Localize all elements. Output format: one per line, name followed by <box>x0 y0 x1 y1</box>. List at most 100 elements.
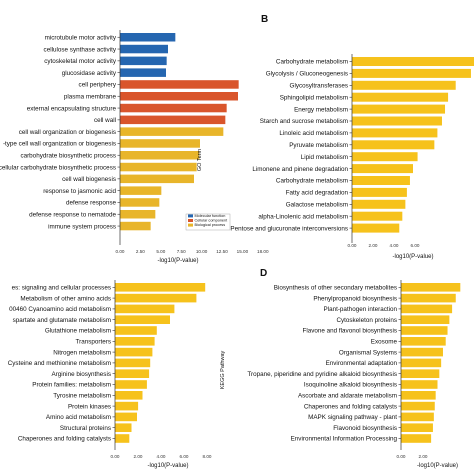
category-label: defense response to nematode <box>29 211 116 218</box>
category-label: carbohydrate biosynthetic process <box>20 152 116 159</box>
x-tick-label: 18.00 <box>257 249 269 254</box>
bar <box>352 68 471 78</box>
category-label: Metabolism of other amino acids <box>20 295 111 302</box>
x-tick-label: 2.00 <box>369 243 378 248</box>
bar <box>120 115 226 125</box>
legend-swatch <box>188 219 193 222</box>
bar <box>120 44 168 54</box>
x-tick-label: 2.50 <box>136 249 145 254</box>
category-label: Pentose and glucuronate interconversions <box>230 225 348 232</box>
bar <box>401 391 436 400</box>
category-label: Chaperones and folding catalysts <box>304 403 397 410</box>
bar <box>120 139 200 148</box>
bar <box>401 293 456 303</box>
category-label: Flavonoid biosynthesis <box>333 425 397 432</box>
bar <box>120 33 176 42</box>
bar <box>352 211 403 221</box>
bar <box>401 369 440 378</box>
legend-swatch <box>188 214 193 218</box>
x-tick-label: 10.00 <box>196 249 208 254</box>
bar <box>115 337 155 346</box>
x-tick-label: 0.00 <box>397 454 406 459</box>
category-label: Sphingolipid metabolism <box>280 94 348 101</box>
category-label: Flavone and flavonol biosynthesis <box>302 328 397 335</box>
category-label: Pyruvate metabolism <box>289 142 348 149</box>
bar <box>120 162 197 172</box>
x-tick-label: 2.00 <box>134 454 143 459</box>
x-tick-label: 6.00 <box>180 454 189 459</box>
bar <box>401 358 442 368</box>
category-label: Cysteine and methionine metabolism <box>8 360 111 367</box>
bar <box>120 56 167 66</box>
category-label: -type cell wall organization or biogenes… <box>3 141 116 148</box>
legend-entry: Molecular function <box>195 214 226 218</box>
bar <box>352 223 400 233</box>
category-label: cell wall biogenesis <box>62 176 116 183</box>
x-tick-label: 2.00 <box>419 454 428 459</box>
bar <box>120 210 156 219</box>
bar <box>115 369 150 378</box>
category-label: microtubule motor activity <box>45 34 117 41</box>
legend-entry: Biological process <box>195 223 226 227</box>
x-axis-label: -log10(P-value) <box>417 463 458 469</box>
bar <box>120 103 227 113</box>
bar <box>401 326 448 335</box>
bar <box>115 347 153 357</box>
category-label: Carbohydrate metabolism <box>276 178 348 185</box>
bar <box>115 380 147 389</box>
bar <box>120 80 239 89</box>
category-label: Amino acid metabolism <box>46 414 111 421</box>
side-label: GO Term <box>197 148 203 171</box>
bar <box>401 401 435 411</box>
bar <box>120 186 162 195</box>
x-tick-label: 0.00 <box>111 454 120 459</box>
category-label: Tropane, piperidine and pyridine alkaloi… <box>247 371 397 378</box>
bar <box>352 199 406 209</box>
bar <box>120 221 151 231</box>
bar <box>115 434 130 443</box>
category-label: plasma membrane <box>64 93 117 100</box>
category-label: Structural proteins <box>60 425 111 432</box>
bar <box>115 293 197 303</box>
x-tick-label: 6.00 <box>411 243 420 248</box>
bar <box>401 347 443 357</box>
bar <box>115 283 206 292</box>
category-label: Glycolysis / Gluconeogenesis <box>266 71 348 78</box>
bar <box>352 140 435 150</box>
category-label: cell wall <box>94 117 116 124</box>
x-tick-label: 15.00 <box>237 249 249 254</box>
legend-swatch <box>188 223 193 227</box>
x-tick-label: 0.00 <box>348 243 357 248</box>
legend-box <box>185 213 231 231</box>
bar <box>120 151 200 160</box>
panel-letter: B <box>261 14 268 25</box>
bar <box>352 187 407 197</box>
x-tick-label: 8.00 <box>203 454 212 459</box>
category-label: Starch and sucrose metabolism <box>260 118 348 125</box>
category-label: Limonene and pinene degradation <box>252 166 348 173</box>
bar <box>120 92 238 101</box>
category-label: Environmental Information Processing <box>291 436 398 443</box>
category-label: cytoskeletal motor activity <box>44 58 117 65</box>
bar <box>352 152 418 162</box>
x-axis-label: -log10(P-value) <box>392 254 433 260</box>
category-label: Environmental adaptation <box>326 360 398 367</box>
bar <box>120 198 160 207</box>
category-label: Chaperones and folding catalysts <box>18 436 111 443</box>
category-label: Galactose metabolism <box>286 202 348 209</box>
bar <box>352 57 474 66</box>
category-label: Cytoskeleton proteins <box>336 317 397 324</box>
bar <box>115 358 151 368</box>
bar <box>352 128 438 138</box>
bar <box>401 337 446 346</box>
x-tick-label: 4.00 <box>157 454 166 459</box>
panel-go-term: microtubule motor activity cellulose synt… <box>0 30 269 264</box>
category-label: Transporters <box>76 339 111 346</box>
bar <box>401 304 453 314</box>
bar <box>401 434 432 443</box>
category-label: cellular carbohydrate biosynthetic proce… <box>0 164 116 171</box>
bar <box>115 423 132 432</box>
category-label: 00460 Cyanoamino acid metabolism <box>9 306 111 313</box>
bar <box>352 80 456 90</box>
bar <box>120 68 166 77</box>
